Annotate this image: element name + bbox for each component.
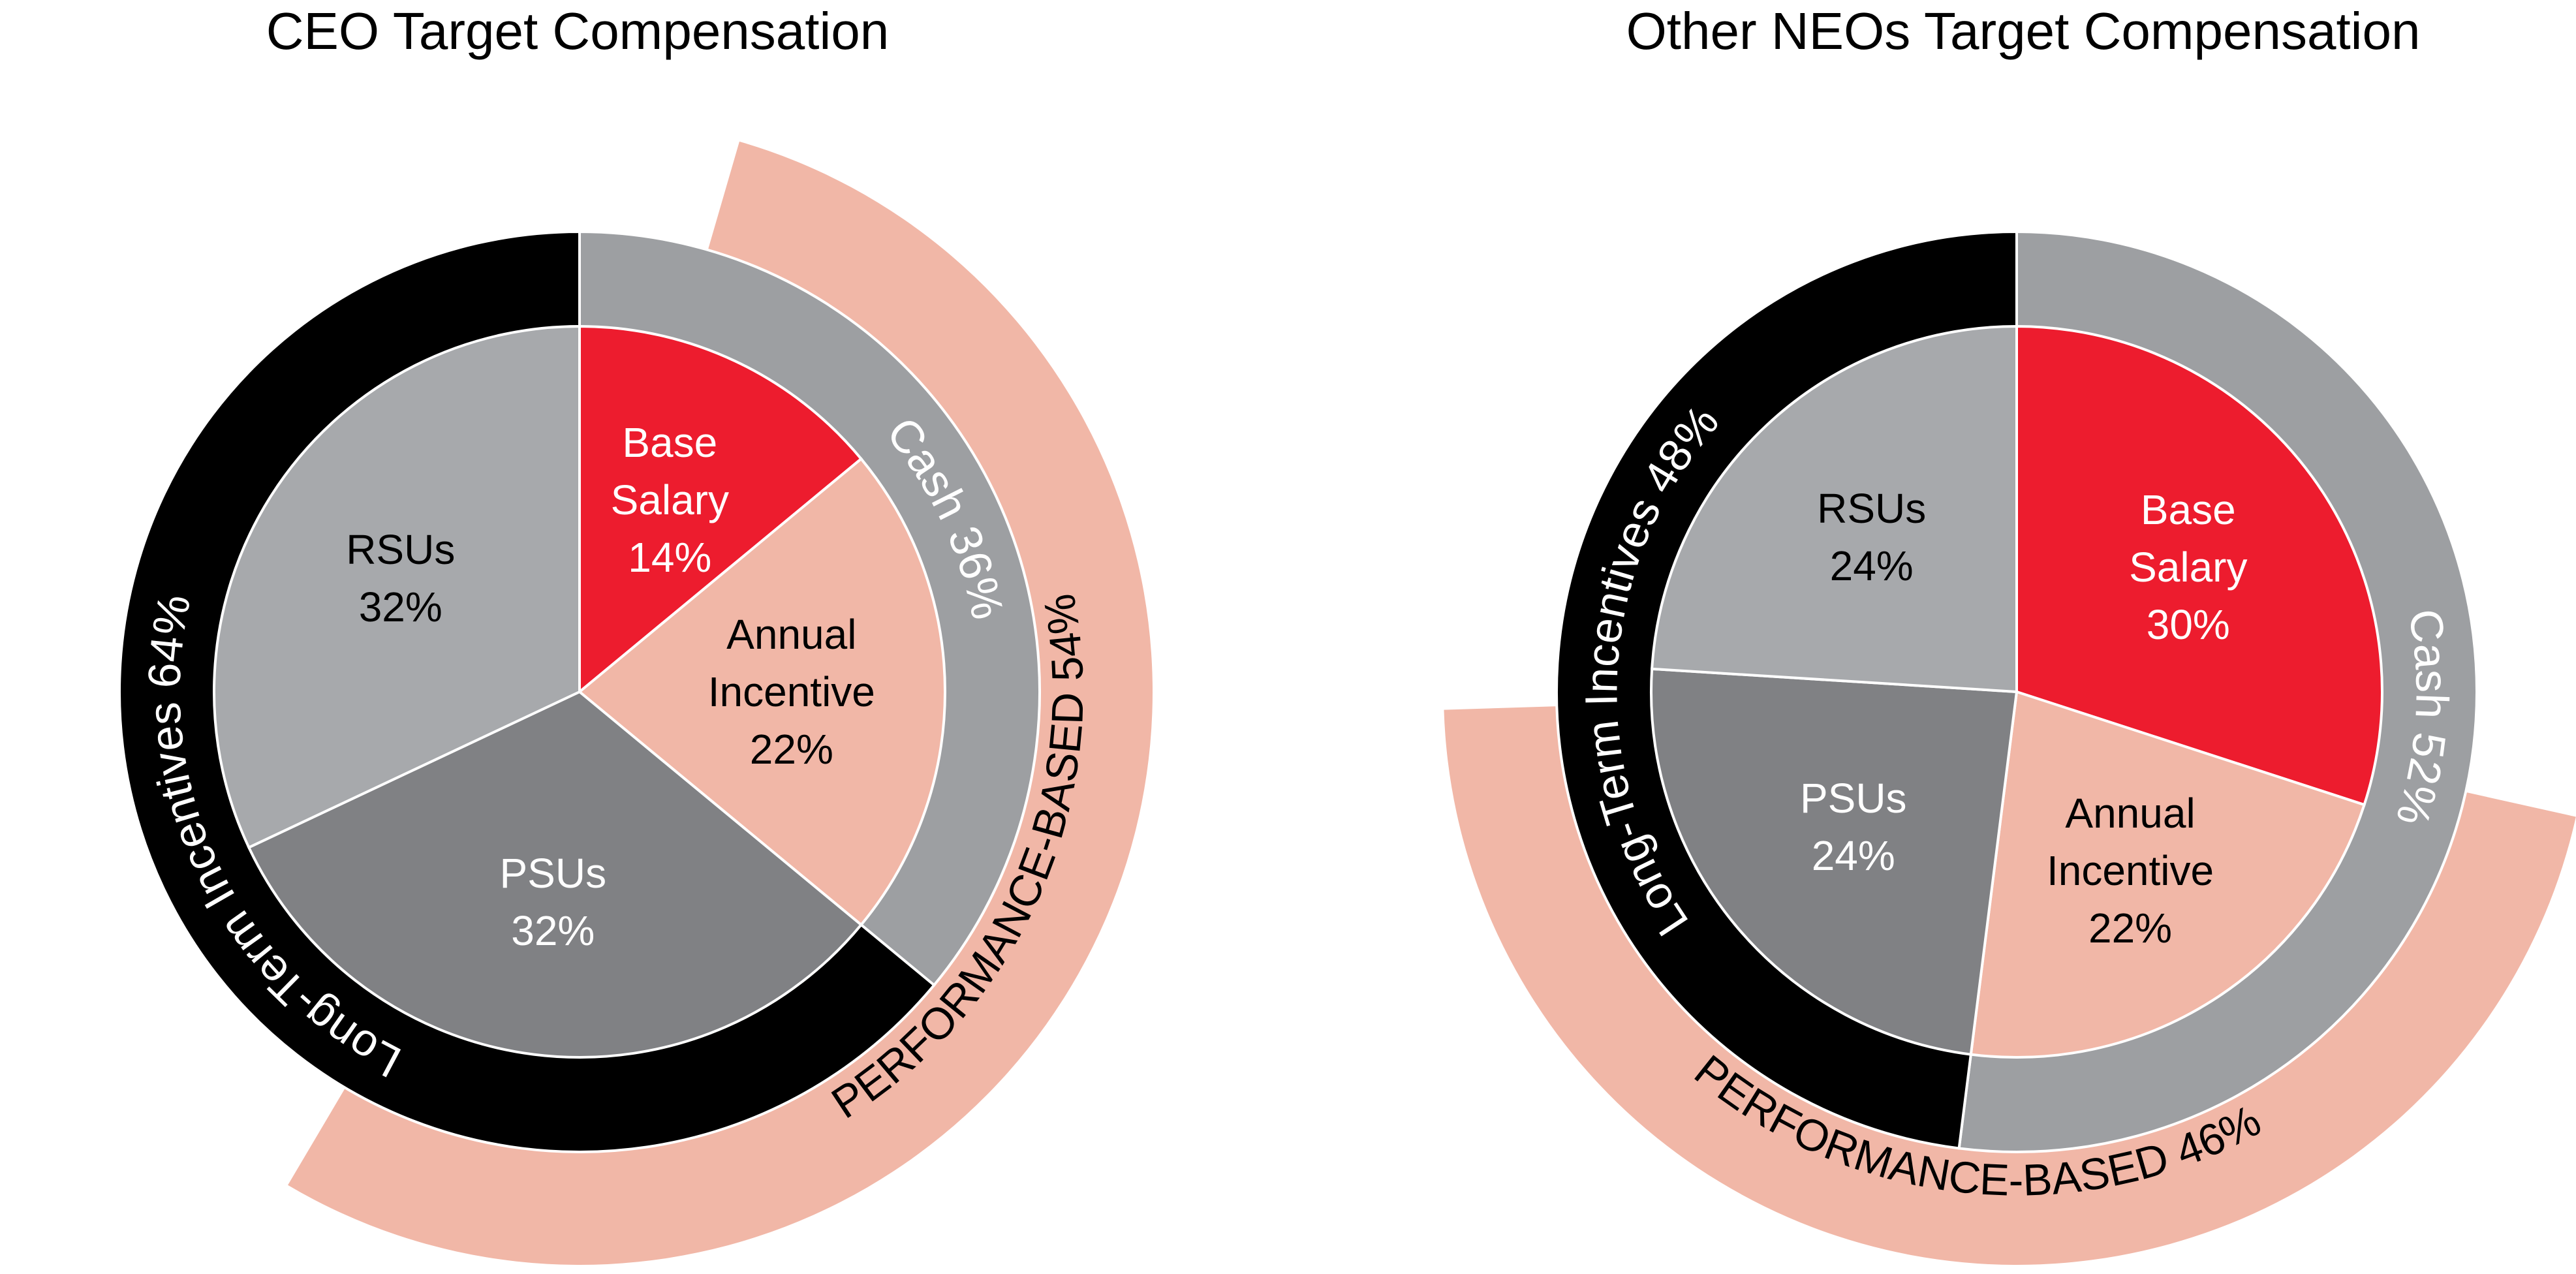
chart-title: Other NEOs Target Compensation <box>1626 2 2421 60</box>
slice-label-annual-incentive: Annual Incentive 22% <box>708 611 875 773</box>
slice-label-psus: PSUs 24% <box>1800 775 1907 879</box>
ceo-compensation-chart: CEO Target Compensation Base Salary 14% Ann… <box>118 2 1153 1265</box>
slice-label-base-salary: Base Salary 30% <box>2129 486 2247 648</box>
pie-slice-base-salary <box>2015 324 2383 807</box>
pie-slice-annual-incentive <box>577 457 947 927</box>
pie-slice-psus <box>1650 667 2019 1056</box>
pie-slice-base-salary <box>578 324 863 695</box>
pie-slice-rsus <box>213 324 581 850</box>
slice-label-base-salary: Base Salary 14% <box>611 419 729 581</box>
slice-label-rsus: RSUs 24% <box>1817 485 1926 589</box>
neo-compensation-chart: Other NEOs Target Compensation Base Salar… <box>1444 2 2576 1266</box>
slice-label-annual-incentive: Annual Incentive 22% <box>2047 790 2214 952</box>
pie-slice-annual-incentive <box>1969 690 2367 1059</box>
pie-slice-psus <box>247 690 863 1059</box>
slice-label-rsus: RSUs 32% <box>346 526 455 630</box>
pie-slice-rsus <box>1650 324 2018 694</box>
performance-band-arc <box>1444 705 2576 1266</box>
chart-title: CEO Target Compensation <box>266 2 890 60</box>
slice-label-psus: PSUs 32% <box>499 850 606 954</box>
